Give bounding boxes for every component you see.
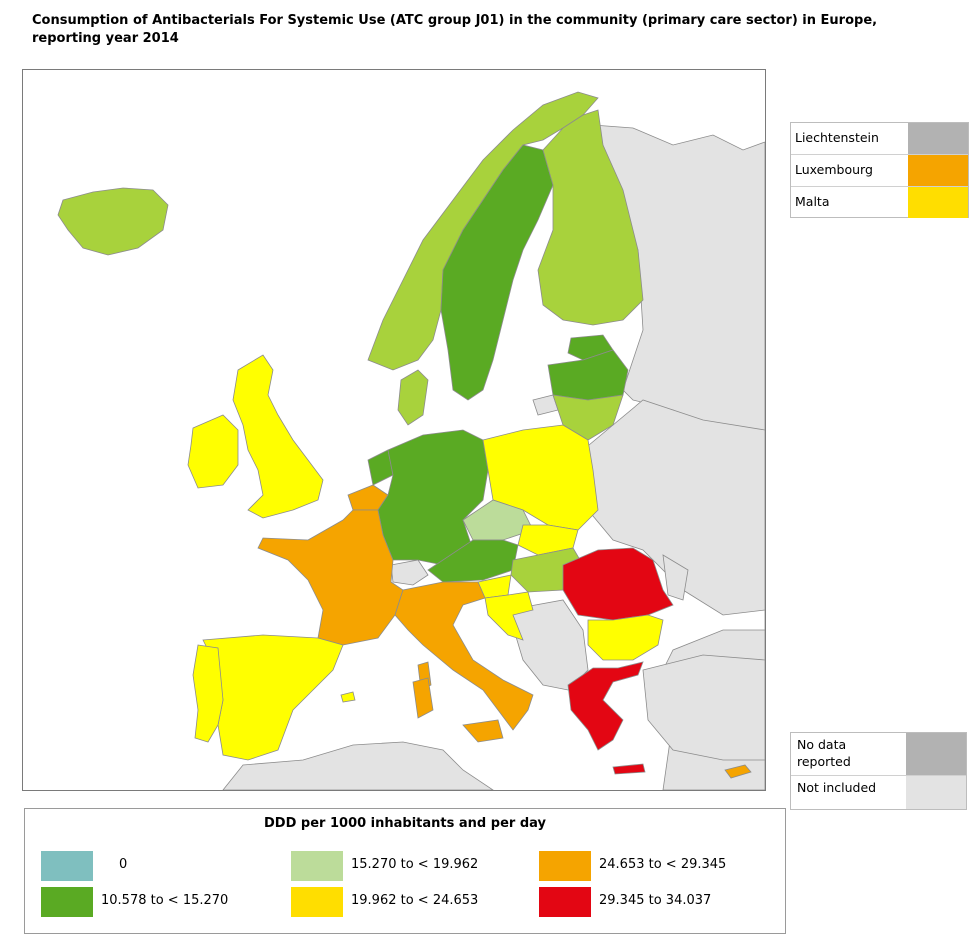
region-russia-north bbox=[592, 124, 765, 790]
map-svg bbox=[57, 91, 765, 790]
region-north-africa bbox=[222, 741, 494, 790]
status-swatch bbox=[906, 733, 966, 775]
country-greece-crete bbox=[612, 763, 646, 775]
country-sweden bbox=[440, 144, 554, 401]
country-finland bbox=[537, 109, 644, 326]
country-spain bbox=[202, 634, 344, 761]
status-legend: No data reported Not included bbox=[790, 732, 967, 810]
country-balearic bbox=[340, 691, 356, 703]
small-country-row: Malta bbox=[791, 187, 968, 218]
small-country-label: Luxembourg bbox=[795, 162, 873, 177]
legend-label: 0 bbox=[119, 857, 128, 872]
legend-label: 15.270 to < 19.962 bbox=[351, 857, 479, 872]
country-croatia bbox=[484, 591, 534, 641]
legend-swatch bbox=[539, 887, 591, 917]
europe-map bbox=[22, 69, 766, 791]
small-country-label: Liechtenstein bbox=[795, 130, 879, 145]
legend-label: 24.653 to < 29.345 bbox=[599, 857, 727, 872]
country-romania bbox=[562, 547, 674, 621]
country-cyprus bbox=[724, 764, 752, 779]
region-moldova bbox=[662, 554, 689, 601]
country-france bbox=[257, 509, 404, 646]
country-united-kingdom bbox=[232, 354, 324, 519]
country-greece bbox=[567, 661, 644, 751]
country-denmark bbox=[397, 369, 429, 426]
legend-label: 29.345 to 34.037 bbox=[599, 893, 712, 908]
small-country-label: Malta bbox=[795, 194, 830, 209]
ddd-legend: DDD per 1000 inhabitants and per day 0 1… bbox=[24, 808, 786, 934]
country-poland bbox=[482, 424, 599, 531]
legend-title: DDD per 1000 inhabitants and per day bbox=[264, 816, 546, 831]
country-italy bbox=[394, 581, 534, 731]
legend-swatch bbox=[291, 887, 343, 917]
legend-swatch bbox=[41, 887, 93, 917]
small-country-row: Luxembourg bbox=[791, 155, 968, 187]
legend-label: 19.962 to < 24.653 bbox=[351, 893, 479, 908]
status-row: No data reported bbox=[791, 733, 966, 776]
country-ireland bbox=[187, 414, 239, 489]
country-bulgaria bbox=[587, 614, 664, 661]
status-label: Not included bbox=[797, 780, 877, 795]
status-row: Not included bbox=[791, 776, 966, 809]
small-countries-legend: Liechtenstein Luxembourg Malta bbox=[790, 122, 969, 218]
legend-label: 10.578 to < 15.270 bbox=[101, 893, 229, 908]
country-sardinia bbox=[412, 677, 434, 719]
region-switzerland bbox=[390, 559, 429, 586]
country-portugal bbox=[192, 644, 224, 743]
legend-swatch bbox=[291, 851, 343, 881]
status-swatch bbox=[906, 776, 966, 809]
region-belarus-ukraine bbox=[582, 399, 765, 616]
small-country-swatch bbox=[908, 187, 968, 218]
small-country-row: Liechtenstein bbox=[791, 123, 968, 155]
legend-swatch bbox=[539, 851, 591, 881]
legend-swatch bbox=[41, 851, 93, 881]
page-title: Consumption of Antibacterials For System… bbox=[32, 13, 878, 46]
region-turkey bbox=[642, 654, 765, 761]
small-country-swatch bbox=[908, 123, 968, 154]
status-label: No data reported bbox=[797, 737, 851, 769]
country-sicily bbox=[462, 719, 504, 743]
small-country-swatch bbox=[908, 155, 968, 186]
country-iceland bbox=[57, 187, 169, 256]
